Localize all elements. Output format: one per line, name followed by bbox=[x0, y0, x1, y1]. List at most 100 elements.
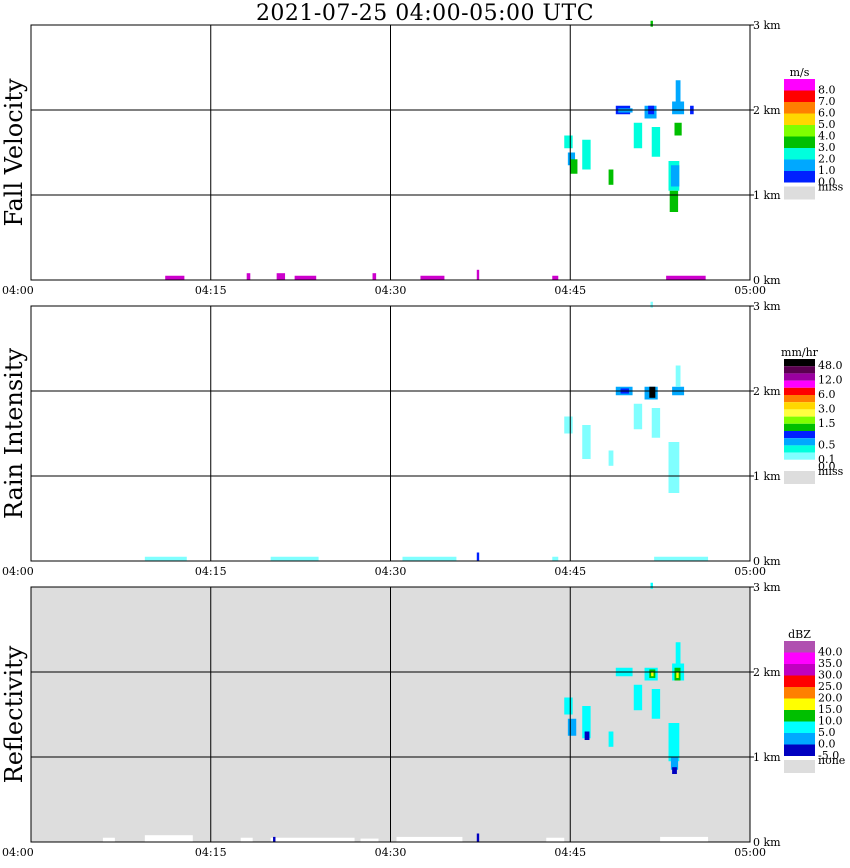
panel-title: Reflectivity bbox=[0, 645, 28, 783]
legend-swatch bbox=[784, 136, 815, 148]
legend-swatch bbox=[784, 721, 815, 733]
legend-swatch bbox=[784, 409, 815, 417]
echo-cell bbox=[102, 837, 115, 842]
legend-label: 48.0 bbox=[818, 359, 843, 372]
legend-swatch bbox=[784, 366, 815, 374]
legend-label: 0.0 bbox=[818, 460, 836, 473]
y-tick-label: 3 km bbox=[753, 581, 781, 594]
legend-swatch bbox=[784, 687, 815, 699]
echo-cell bbox=[546, 837, 565, 842]
legend-swatch bbox=[784, 471, 815, 484]
echo-group bbox=[144, 301, 709, 561]
legend-swatch bbox=[784, 664, 815, 676]
echo-cell bbox=[608, 169, 614, 185]
legend-label: 3.0 bbox=[818, 141, 836, 154]
legend-swatch bbox=[784, 373, 815, 381]
echo-cell bbox=[476, 552, 480, 561]
legend-label: 0.5 bbox=[818, 438, 836, 451]
echo-cell bbox=[240, 837, 253, 842]
legend-unit: dBZ bbox=[788, 628, 811, 641]
echo-cell bbox=[654, 556, 709, 561]
echo-cell bbox=[670, 165, 680, 187]
echo-cell bbox=[476, 269, 480, 280]
echo-cell bbox=[650, 582, 653, 589]
x-tick-label: 04:00 bbox=[2, 846, 34, 859]
legend-swatch bbox=[784, 438, 815, 446]
echo-cell bbox=[270, 837, 355, 842]
echo-cell bbox=[552, 556, 559, 561]
echo-cell bbox=[564, 697, 573, 715]
legend-swatch bbox=[784, 159, 815, 171]
legend-swatch bbox=[784, 113, 815, 125]
legend-swatch bbox=[784, 698, 815, 710]
legend-swatch bbox=[784, 79, 815, 91]
echo-cell bbox=[669, 190, 679, 212]
echo-cell bbox=[476, 833, 480, 842]
y-tick-label: 1 km bbox=[753, 189, 781, 202]
legend-label: 4.0 bbox=[818, 130, 836, 143]
legend-label: 2.0 bbox=[818, 153, 836, 166]
echo-cell bbox=[608, 450, 614, 466]
echo-cell bbox=[144, 835, 193, 842]
echo-cell bbox=[608, 731, 614, 747]
y-tick-label: 2 km bbox=[753, 385, 781, 398]
legend-swatch bbox=[784, 416, 815, 424]
legend-label: 40.0 bbox=[818, 646, 843, 659]
legend-swatch bbox=[784, 733, 815, 745]
echo-cell bbox=[567, 152, 576, 166]
legend-label: 1.0 bbox=[818, 164, 836, 177]
legend-label: miss bbox=[818, 181, 844, 194]
legend-swatch bbox=[784, 459, 815, 467]
echo-cell bbox=[675, 80, 681, 102]
legend-label: 1.5 bbox=[818, 417, 836, 430]
legend-swatch bbox=[784, 402, 815, 410]
legend-label: 0.1 bbox=[818, 453, 836, 466]
echo-cell bbox=[676, 672, 679, 678]
y-tick-label: 3 km bbox=[753, 300, 781, 313]
plot-frame bbox=[30, 305, 751, 562]
echo-cell bbox=[651, 408, 661, 438]
echo-cell bbox=[672, 767, 677, 774]
echo-cell bbox=[633, 122, 643, 149]
legend-swatch bbox=[784, 102, 815, 114]
legend-label: 30.0 bbox=[818, 669, 843, 682]
legend-swatch bbox=[784, 395, 815, 403]
echo-cell bbox=[660, 836, 709, 842]
legend-label: 12.0 bbox=[818, 374, 843, 387]
legend-label: 5.0 bbox=[818, 726, 836, 739]
legend: dBZ 40.035.030.025.020.015.010.05.00.0-5.… bbox=[784, 628, 845, 773]
legend-label: 35.0 bbox=[818, 657, 843, 670]
echo-cell bbox=[294, 275, 317, 280]
legend-swatch bbox=[784, 148, 815, 160]
x-tick-label: 05:00 bbox=[734, 846, 766, 859]
legend-label: 3.0 bbox=[818, 402, 836, 415]
y-tick-label-zero: 0 km bbox=[753, 836, 781, 849]
x-tick-label: 04:45 bbox=[554, 846, 586, 859]
echo-cell bbox=[649, 386, 656, 398]
x-tick-label: 04:00 bbox=[2, 284, 34, 297]
x-tick-label: 04:30 bbox=[375, 565, 407, 578]
x-tick-label: 05:00 bbox=[734, 284, 766, 297]
legend-swatch bbox=[784, 744, 815, 756]
echo-cell bbox=[650, 20, 653, 27]
panel-title: Rain Intensity bbox=[0, 348, 28, 520]
legend-swatch bbox=[784, 171, 815, 183]
legend-label: 0.0 bbox=[818, 738, 836, 751]
echo-group bbox=[165, 20, 706, 280]
echo-cell bbox=[372, 273, 377, 280]
y-tick-label: 1 km bbox=[753, 470, 781, 483]
echo-cell bbox=[270, 556, 319, 561]
echo-cell bbox=[584, 731, 590, 740]
echo-cell bbox=[670, 757, 679, 770]
echo-cell bbox=[273, 836, 276, 842]
legend-swatch bbox=[784, 359, 815, 367]
legend-swatch bbox=[784, 710, 815, 722]
y-tick-label: 3 km bbox=[753, 19, 781, 32]
legend-label: 6.0 bbox=[818, 388, 836, 401]
echo-cell bbox=[582, 706, 591, 739]
legend-label: 20.0 bbox=[818, 692, 843, 705]
echo-group bbox=[102, 582, 709, 842]
echo-cell bbox=[396, 836, 463, 842]
legend-label: 5.0 bbox=[818, 118, 836, 131]
legend-swatch bbox=[784, 387, 815, 395]
